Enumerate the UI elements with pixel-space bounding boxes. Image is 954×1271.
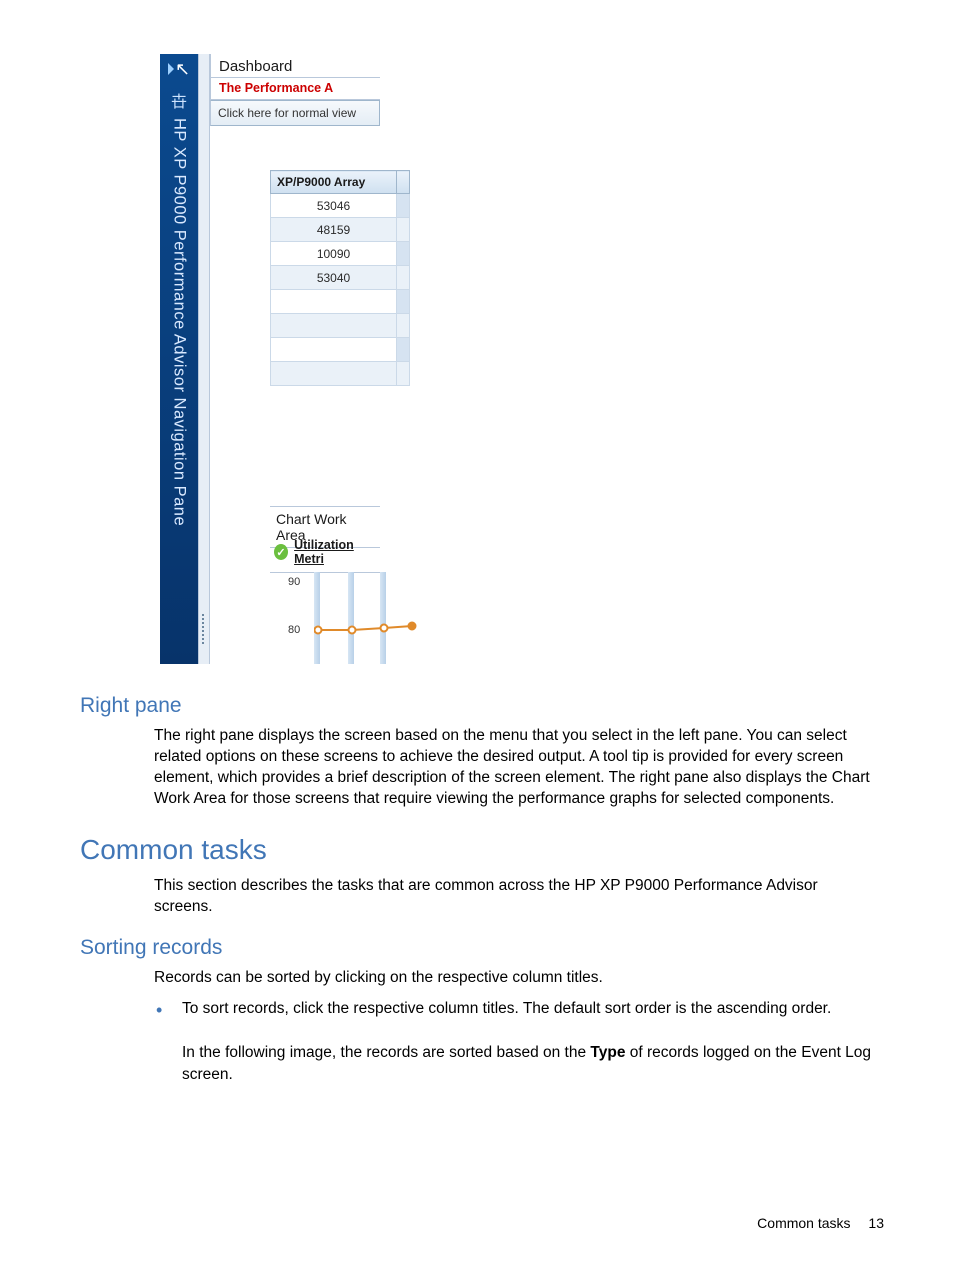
list-item: To sort records, click the respective co… bbox=[154, 998, 880, 1085]
table-row bbox=[271, 362, 410, 386]
chart-line-svg bbox=[314, 572, 424, 664]
normal-view-button[interactable]: Click here for normal view bbox=[210, 100, 380, 126]
heading-sorting: Sorting records bbox=[80, 936, 880, 960]
footer-page-number: 13 bbox=[868, 1215, 884, 1231]
mini-chart: 90 80 bbox=[288, 572, 418, 664]
table-row bbox=[271, 338, 410, 362]
table-row bbox=[271, 314, 410, 338]
navigation-pane[interactable]: ↖ 卋 HP XP P9000 Performance Advisor Navi… bbox=[160, 54, 198, 664]
array-table-scroll-header bbox=[397, 171, 410, 194]
bullet-bold-type: Type bbox=[590, 1044, 625, 1061]
table-row[interactable]: 53046 bbox=[271, 194, 410, 218]
hp-logo-icon: 卋 bbox=[171, 88, 187, 112]
right-panel: Dashboard The Performance A Click here f… bbox=[210, 54, 380, 664]
screenshot-figure: ↖ 卋 HP XP P9000 Performance Advisor Navi… bbox=[160, 54, 380, 664]
bullet-line-2-pre: In the following image, the records are … bbox=[182, 1044, 590, 1061]
heading-right-pane: Right pane bbox=[80, 694, 880, 718]
para-common-tasks: This section describes the tasks that ar… bbox=[154, 876, 880, 918]
chart-ytick: 80 bbox=[288, 624, 300, 636]
table-row[interactable]: 48159 bbox=[271, 218, 410, 242]
document-body: Right pane The right pane displays the s… bbox=[80, 694, 880, 1093]
dashboard-title: Dashboard bbox=[210, 54, 380, 78]
splitter-handle[interactable] bbox=[198, 54, 210, 664]
bullet-list: To sort records, click the respective co… bbox=[154, 998, 880, 1085]
footer-label: Common tasks bbox=[757, 1215, 850, 1231]
array-table: XP/P9000 Array 53046 48159 10090 53040 bbox=[270, 170, 410, 386]
cursor-icon: ↖ bbox=[175, 60, 190, 78]
dashboard-subtitle: The Performance A bbox=[210, 78, 380, 100]
utilization-label: Utilization Metri bbox=[294, 538, 376, 566]
heading-common-tasks: Common tasks bbox=[80, 834, 880, 866]
expand-pane-icon[interactable]: ↖ bbox=[168, 60, 190, 78]
table-row[interactable]: 10090 bbox=[271, 242, 410, 266]
table-row[interactable]: 53040 bbox=[271, 266, 410, 290]
chart-ytick: 90 bbox=[288, 576, 300, 588]
utilization-metric-row[interactable]: ✓ Utilization Metri bbox=[270, 534, 380, 573]
array-table-header[interactable]: XP/P9000 Array bbox=[271, 171, 397, 194]
page-footer: Common tasks 13 bbox=[757, 1215, 884, 1231]
nav-pane-label: HP XP P9000 Performance Advisor Navigati… bbox=[170, 118, 189, 526]
check-icon: ✓ bbox=[274, 544, 288, 560]
table-row bbox=[271, 290, 410, 314]
para-sorting: Records can be sorted by clicking on the… bbox=[154, 968, 880, 989]
para-right-pane: The right pane displays the screen based… bbox=[154, 726, 880, 810]
bullet-line-1: To sort records, click the respective co… bbox=[182, 1000, 831, 1017]
